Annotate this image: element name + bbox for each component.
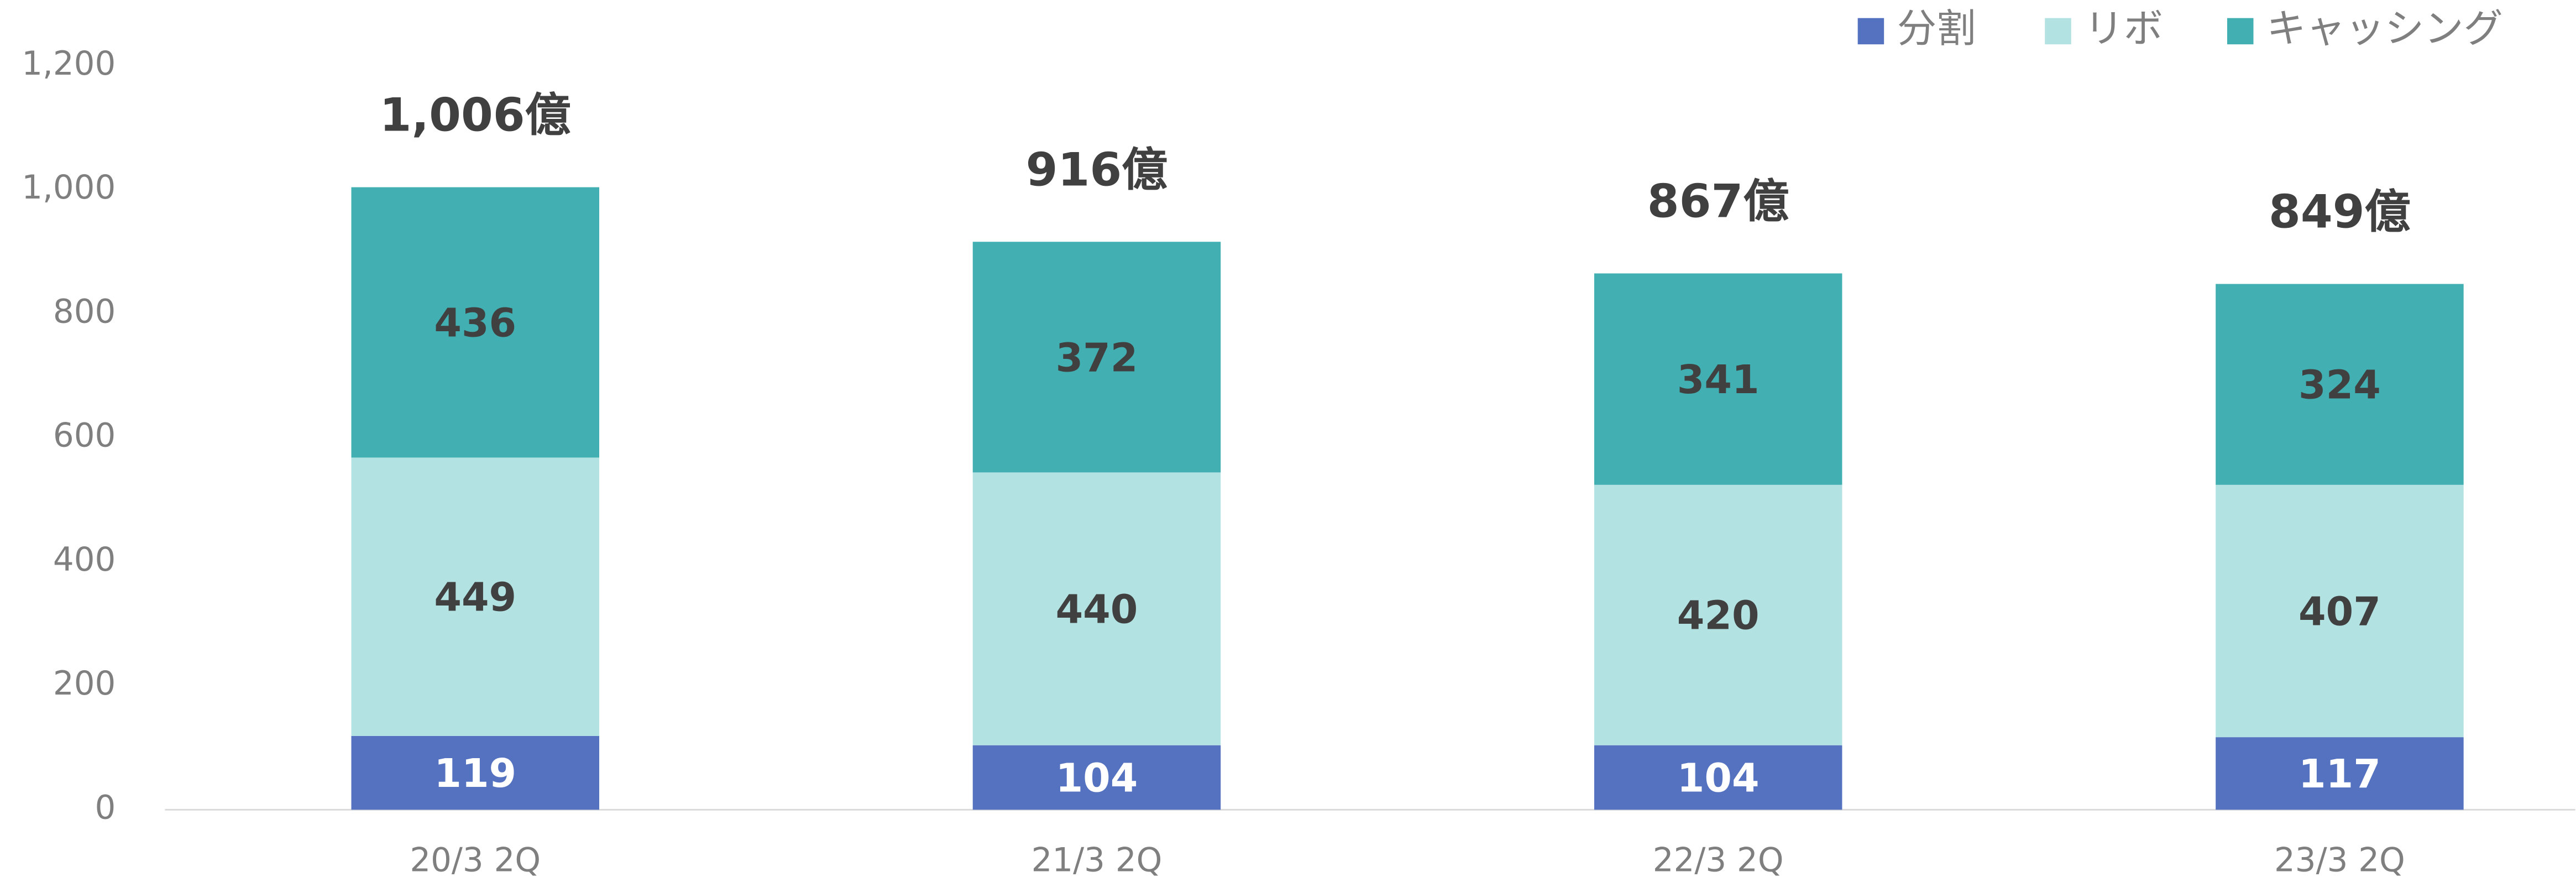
bar-segment bbox=[351, 457, 599, 736]
total-label: 916億 bbox=[1026, 143, 1168, 196]
bar-segment bbox=[1594, 484, 1842, 745]
bar-segment bbox=[2216, 284, 2464, 485]
y-tick-label: 0 bbox=[95, 789, 116, 827]
data-label: 341 bbox=[1677, 357, 1760, 403]
total-label: 1,006億 bbox=[380, 88, 571, 142]
legend-label: 分割 bbox=[1897, 6, 1976, 51]
bar-segment bbox=[2216, 484, 2464, 738]
bar-segment bbox=[972, 242, 1221, 473]
y-tick-label: 1,200 bbox=[22, 45, 116, 83]
data-label: 119 bbox=[434, 750, 516, 796]
bar-segment bbox=[972, 745, 1221, 810]
legend-swatch bbox=[1857, 18, 1884, 45]
data-label: 324 bbox=[2298, 362, 2381, 408]
x-tick-label: 22/3 2Q bbox=[1653, 841, 1784, 879]
legend-swatch bbox=[2227, 18, 2254, 45]
y-tick-label: 200 bbox=[53, 665, 116, 703]
data-label: 117 bbox=[2298, 751, 2381, 797]
data-label: 436 bbox=[434, 300, 516, 346]
total-label: 867億 bbox=[1647, 175, 1789, 228]
legend-swatch bbox=[2045, 18, 2071, 45]
data-label: 372 bbox=[1056, 335, 1138, 380]
y-tick-label: 1,000 bbox=[22, 169, 116, 207]
data-label: 420 bbox=[1677, 593, 1760, 639]
data-label: 449 bbox=[434, 575, 516, 620]
y-tick-label: 400 bbox=[53, 541, 116, 579]
bar-segment bbox=[972, 472, 1221, 745]
x-tick-label: 23/3 2Q bbox=[2274, 841, 2405, 879]
legend-label: キャッシング bbox=[2266, 6, 2503, 51]
x-tick-label: 20/3 2Q bbox=[410, 841, 541, 879]
bar-segment bbox=[351, 735, 599, 810]
data-label: 407 bbox=[2298, 588, 2381, 634]
bar-segment bbox=[1594, 745, 1842, 810]
x-tick-label: 21/3 2Q bbox=[1032, 841, 1163, 879]
y-tick-label: 800 bbox=[53, 293, 116, 331]
bar-segment bbox=[1594, 273, 1842, 485]
bar-segment bbox=[2216, 737, 2464, 810]
data-label: 104 bbox=[1056, 755, 1138, 801]
data-label: 104 bbox=[1677, 755, 1760, 801]
y-tick-label: 600 bbox=[53, 417, 116, 455]
legend-label: リボ bbox=[2085, 6, 2164, 51]
total-label: 849億 bbox=[2269, 185, 2411, 239]
data-label: 440 bbox=[1056, 586, 1138, 632]
bar-segment bbox=[351, 187, 599, 458]
